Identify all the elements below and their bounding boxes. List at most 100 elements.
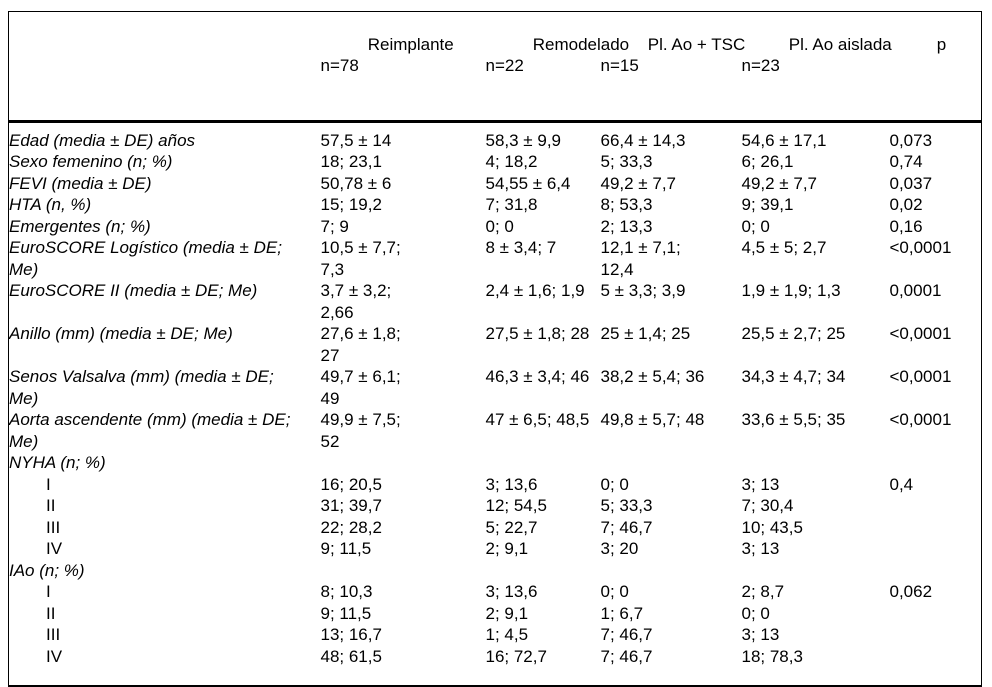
table-cell: 2; 8,7 [741, 582, 785, 601]
table-cell: 2; 9,1 [485, 603, 529, 623]
row-label: I [46, 582, 51, 601]
table-cell: 0,4 [889, 474, 914, 494]
table-cell: 0,0001 [889, 281, 942, 300]
row-label: II [46, 496, 56, 515]
table-cell: 15; 19,2 [320, 195, 382, 214]
table-cell [890, 560, 982, 582]
table-cell [486, 452, 601, 474]
table-cell: 9; 39,1 [741, 195, 794, 214]
table-cell [890, 624, 982, 646]
table-cell: 27,5 ± 1,8; 28 [485, 324, 590, 343]
table-cell [486, 560, 601, 582]
table-row: Anillo (mm) (media ± DE; Me) 27,6 ± 1,8; … [9, 323, 982, 366]
column-title: Pl. Ao aislada [788, 34, 892, 54]
column-header-empty [8, 11, 321, 123]
table-row: II 31; 39,7 12; 54,5 5; 33,3 7; 30,4 [9, 495, 982, 517]
table-cell: 4; 18,2 [485, 152, 538, 171]
table-cell: 8; 10,3 [320, 582, 373, 601]
row-label: EuroSCORE Logístico (media ± DE; Me) [9, 238, 282, 279]
table-cell: 5; 22,7 [485, 517, 538, 537]
table-cell: 10,5 ± 7,7; 7,3 [320, 238, 401, 279]
table-cell [321, 560, 486, 582]
column-header-remodelado: Remodelado n=22 [485, 11, 629, 123]
patient-characteristics-table-wrap: Reimplante n=78 Remodelado n=22 Pl. Ao + T… [8, 11, 982, 687]
table-cell: 16; 20,5 [320, 474, 382, 494]
row-label: HTA (n, %) [9, 195, 92, 214]
table-row: II 9; 11,5 2; 9,1 1; 6,7 0; 0 [9, 603, 982, 625]
table-cell: 0; 0 [741, 603, 770, 623]
table-cell [601, 560, 742, 582]
table-cell: 1; 6,7 [600, 603, 644, 623]
row-label: III [46, 625, 61, 644]
table-cell: 0,16 [889, 216, 923, 236]
table-cell: 10; 43,5 [741, 517, 803, 537]
table-cell: 5; 33,3 [600, 496, 653, 515]
table-cell: 57,5 ± 14 [320, 130, 392, 150]
table-cell [890, 452, 982, 474]
table-cell: 27,6 ± 1,8; 27 [320, 324, 401, 365]
row-label: IAo (n; %) [9, 560, 85, 580]
table-cell: 3; 13 [741, 625, 780, 644]
table-cell: 49,8 ± 5,7; 48 [600, 410, 705, 429]
table-row: Sexo femenino (n; %) 18; 23,1 4; 18,2 5; 33… [9, 151, 982, 173]
column-subtitle: n=15 [600, 56, 639, 75]
page: { "table": { "header": { "columns": [ { … [8, 11, 982, 687]
column-title: Pl. Ao + TSC [647, 34, 746, 54]
table-cell [890, 646, 982, 687]
row-label: FEVI (media ± DE) [9, 173, 152, 193]
table-cell: 3; 13,6 [485, 474, 538, 494]
table-cell: 31; 39,7 [320, 496, 382, 515]
table-header: Reimplante n=78 Remodelado n=22 Pl. Ao + T… [8, 11, 982, 123]
table-row: NYHA (n; %) [9, 452, 982, 474]
table-cell: 25,5 ± 2,7; 25 [741, 324, 846, 343]
table-cell: 58,3 ± 9,9 [485, 130, 562, 150]
row-label: EuroSCORE II (media ± DE; Me) [9, 281, 258, 300]
table-cell: 54,55 ± 6,4 [485, 173, 571, 193]
patient-characteristics-table: Reimplante n=78 Remodelado n=22 Pl. Ao + T… [8, 11, 982, 687]
table-row: I 16; 20,5 3; 13,6 0; 0 3; 13 0,4 [9, 474, 982, 496]
table-cell: 7; 46,7 [600, 517, 653, 537]
table-cell: 5; 33,3 [600, 152, 653, 171]
column-header-reimplante: Reimplante n=78 [320, 11, 486, 123]
table-body: Edad (media ± DE) años 57,5 ± 14 58,3 ± 9,… [9, 121, 982, 686]
table-cell: 2; 13,3 [600, 216, 653, 236]
table-cell: 0,062 [889, 582, 933, 601]
table-cell: 0,74 [889, 152, 923, 171]
table-cell: 0,037 [889, 173, 933, 193]
table-cell: 18; 23,1 [320, 152, 382, 171]
table-cell: 12; 54,5 [485, 496, 547, 515]
table-cell [601, 452, 742, 474]
table-row: III 22; 28,2 5; 22,7 7; 46,7 10; 43,5 [9, 517, 982, 539]
row-label: IV [46, 646, 63, 666]
table-cell: 5 ± 3,3; 3,9 [600, 281, 686, 300]
column-header-pl-ao-aislada: Pl. Ao aislada n=23 [741, 11, 892, 123]
table-cell: 3; 13 [741, 474, 780, 494]
row-label: Aorta ascendente (mm) (media ± DE; Me) [9, 410, 291, 451]
table-row: Aorta ascendente (mm) (media ± DE; Me) 49… [9, 409, 982, 452]
table-cell: 66,4 ± 14,3 [600, 130, 686, 150]
table-cell: 2; 9,1 [485, 539, 529, 558]
table-cell: 9; 11,5 [320, 603, 372, 623]
header-row: Reimplante n=78 Remodelado n=22 Pl. Ao + T… [8, 11, 982, 123]
table-cell: 2,4 ± 1,6; 1,9 [485, 281, 585, 300]
row-label: NYHA (n; %) [9, 453, 106, 472]
table-cell [321, 452, 486, 474]
row-label: I [46, 474, 51, 494]
table-cell: 9; 11,5 [320, 539, 372, 558]
table-cell: 4,5 ± 5; 2,7 [741, 238, 827, 257]
table-cell [742, 560, 890, 582]
table-cell: 7; 31,8 [485, 195, 538, 214]
table-cell: 33,6 ± 5,5; 35 [741, 410, 846, 429]
column-header-p-value: p [889, 11, 982, 123]
table-cell: 7; 30,4 [741, 496, 794, 515]
table-row: I 8; 10,3 3; 13,6 0; 0 2; 8,7 0,062 [9, 581, 982, 603]
table-cell: 8; 53,3 [600, 195, 653, 214]
table-cell: 49,2 ± 7,7 [600, 173, 677, 193]
table-cell: <0,0001 [889, 367, 952, 386]
table-cell: 8 ± 3,4; 7 [485, 238, 557, 257]
table-cell: 1; 4,5 [485, 625, 529, 644]
table-cell: 7; 46,7 [600, 625, 653, 644]
table-cell: 38,2 ± 5,4; 36 [600, 367, 705, 386]
table-cell: 3; 13,6 [485, 582, 538, 601]
table-cell: 16; 72,7 [485, 646, 547, 666]
